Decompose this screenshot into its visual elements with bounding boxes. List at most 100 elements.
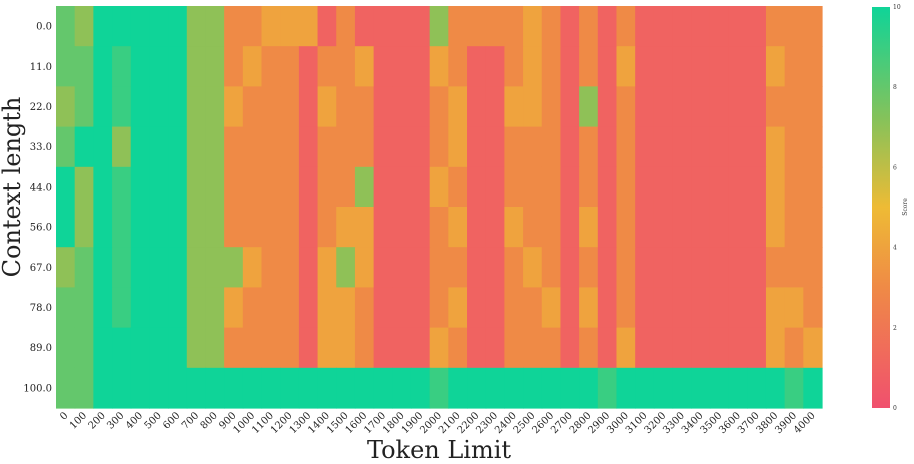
heatmap-cell: [280, 126, 300, 168]
y-tick-label: 11.0: [30, 62, 52, 73]
heatmap-cell: [616, 126, 636, 168]
heatmap-cell: [410, 166, 431, 208]
heatmap-cell: [112, 207, 132, 248]
heatmap-cell: [186, 327, 207, 369]
heatmap-cell: [336, 126, 356, 168]
heatmap-cell: [56, 6, 76, 47]
heatmap-cell: [130, 46, 151, 87]
heatmap-cell: [130, 6, 151, 47]
heatmap-cell: [653, 207, 674, 248]
heatmap-cell: [242, 46, 263, 87]
heatmap-cell: [280, 86, 300, 128]
heatmap-cell: [224, 46, 244, 87]
heatmap-cell: [560, 327, 580, 369]
x-tick-label: 4000: [792, 410, 818, 436]
heatmap-cell: [354, 287, 375, 329]
heatmap-cell: [205, 86, 225, 128]
heatmap-cell: [149, 86, 169, 128]
heatmap-cell: [392, 287, 412, 329]
heatmap-cell: [186, 46, 207, 87]
heatmap-cell: [485, 46, 505, 87]
heatmap-cell: [168, 367, 188, 409]
heatmap-cell: [560, 86, 580, 128]
heatmap-cell: [803, 327, 823, 369]
heatmap-cell: [112, 327, 132, 369]
heatmap-cell: [242, 126, 263, 168]
heatmap-cell: [280, 327, 300, 369]
heatmap-cell: [541, 86, 562, 128]
heatmap-cell: [448, 247, 468, 288]
heatmap-cell: [56, 207, 76, 248]
heatmap-cell: [765, 166, 786, 208]
heatmap-cell: [653, 126, 674, 168]
heatmap-cell: [186, 287, 207, 329]
heatmap-cell: [635, 6, 655, 47]
heatmap-cell: [541, 46, 562, 87]
heatmap-cell: [784, 327, 804, 369]
heatmap-cell: [560, 207, 580, 248]
heatmap-cell: [373, 327, 393, 369]
heatmap-cell: [149, 46, 169, 87]
heatmap-cell: [205, 327, 225, 369]
heatmap-cell: [485, 247, 505, 288]
heatmap-cell: [373, 6, 393, 47]
heatmap-cell: [765, 367, 786, 409]
heatmap-cell: [149, 6, 169, 47]
heatmap-cell: [728, 327, 748, 369]
heatmap-cell: [523, 166, 543, 208]
heatmap-cell: [224, 126, 244, 168]
heatmap-cell: [186, 166, 207, 208]
heatmap-cell: [597, 327, 618, 369]
heatmap-cell: [597, 367, 618, 409]
heatmap-cell: [186, 126, 207, 168]
heatmap-cell: [280, 247, 300, 288]
heatmap-cell: [56, 327, 76, 369]
heatmap-cell: [765, 287, 786, 329]
heatmap-cells: [56, 6, 823, 409]
heatmap-cell: [74, 207, 94, 248]
heatmap-cell: [653, 166, 674, 208]
heatmap-cell: [597, 86, 618, 128]
heatmap-cell: [467, 287, 487, 329]
heatmap-cell: [130, 247, 151, 288]
heatmap-cell: [504, 6, 524, 47]
y-tick-label: 56.0: [30, 223, 52, 234]
heatmap-cell: [242, 367, 263, 409]
heatmap-cell: [261, 46, 281, 87]
x-tick-label: 600: [161, 410, 182, 431]
heatmap-cell: [205, 166, 225, 208]
heatmap-cell: [317, 327, 337, 369]
heatmap-cell: [560, 367, 580, 409]
heatmap-cell: [93, 86, 113, 128]
heatmap-cell: [280, 367, 300, 409]
heatmap-cell: [112, 46, 132, 87]
heatmap-cell: [728, 46, 748, 87]
heatmap-cell: [373, 166, 393, 208]
heatmap-cell: [467, 6, 487, 47]
heatmap-cell: [672, 166, 692, 208]
heatmap-cell: [448, 86, 468, 128]
heatmap-cell: [429, 126, 449, 168]
heatmap-cell: [523, 287, 543, 329]
heatmap-cell: [691, 126, 711, 168]
heatmap-cell: [560, 166, 580, 208]
heatmap-cell: [784, 86, 804, 128]
heatmap-cell: [803, 166, 823, 208]
heatmap-cell: [504, 207, 524, 248]
heatmap-cell: [336, 367, 356, 409]
heatmap-cell: [485, 126, 505, 168]
heatmap-cell: [504, 327, 524, 369]
heatmap-cell: [130, 207, 151, 248]
heatmap-cell: [93, 6, 113, 47]
heatmap-cell: [709, 126, 730, 168]
heatmap-cell: [130, 287, 151, 329]
heatmap-cell: [205, 287, 225, 329]
heatmap-cell: [803, 6, 823, 47]
heatmap-cell: [112, 367, 132, 409]
heatmap-cell: [485, 287, 505, 329]
heatmap-cell: [242, 207, 263, 248]
x-axis-title: Token Limit: [367, 436, 511, 464]
heatmap-cell: [504, 287, 524, 329]
heatmap-cell: [523, 247, 543, 288]
heatmap-cell: [541, 6, 562, 47]
